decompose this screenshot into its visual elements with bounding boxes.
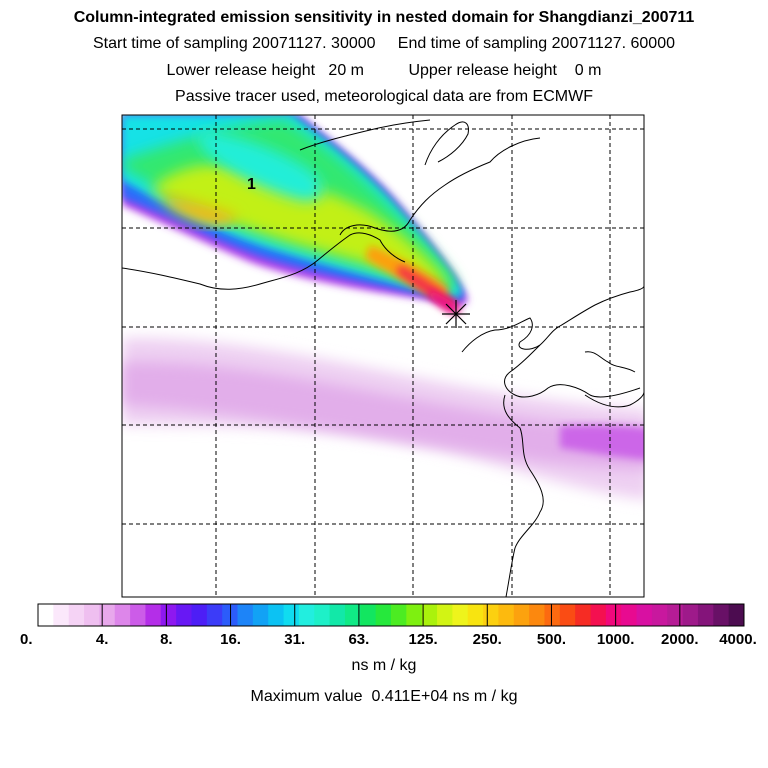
colorbar-cell: [498, 604, 515, 626]
colorbar-cell: [84, 604, 100, 626]
colorbar-tick-label: 2000.: [661, 631, 699, 648]
colorbar-tick-label: 63.: [348, 631, 369, 648]
coastlines: [122, 119, 644, 597]
colorbar-cell: [53, 604, 70, 626]
colorbar-cell: [114, 604, 131, 626]
colorbar-cell: [360, 604, 377, 626]
colorbar-cells: [38, 604, 745, 626]
colorbar-cell: [176, 604, 192, 626]
colorbar-cell: [206, 604, 223, 626]
release-height-line: Lower release height 20 m Upper release …: [166, 62, 602, 79]
sampling-time-line: Start time of sampling 20071127. 30000 E…: [92, 35, 675, 52]
colorbar-cell: [467, 604, 484, 626]
colorbar-tick-labels: 0. 4. 8. 16. 31. 63. 125. 250. 500. 1000. 2000. 400…: [20, 604, 757, 648]
colorbar-cell: [651, 604, 668, 626]
colorbar-cell: [682, 604, 699, 626]
chart-title: Column-integrated emission sensitivity i…: [73, 9, 695, 26]
colorbar-tick-label: 250.: [473, 631, 502, 648]
contour-label: 1: [247, 176, 256, 193]
plume-orange-west: [160, 195, 236, 226]
colorbar-cell: [590, 604, 607, 626]
colorbar-frame: [37, 603, 745, 627]
colorbar-cell: [68, 604, 85, 626]
colorbar-cell: [145, 604, 162, 626]
plume-magenta-core: [428, 290, 461, 315]
colorbar-cell: [697, 604, 714, 626]
plume-cyan-core: [198, 130, 323, 201]
colorbar-cell: [314, 604, 331, 626]
colorbar-cell: [99, 604, 116, 626]
map-gridlines: [122, 115, 644, 597]
colorbar-cell: [130, 604, 146, 626]
colorbar-cell: [391, 604, 407, 626]
colorbar-cell: [329, 604, 346, 626]
colorbar-cell: [421, 604, 438, 626]
colorbar-tick-label: 4.: [96, 631, 109, 648]
receptor-star-marker: [442, 300, 470, 328]
low-sensitivity-core: [122, 361, 644, 470]
colorbar-cell: [298, 604, 315, 626]
colorbar-units: ns m / kg: [351, 657, 417, 674]
colorbar-cell: [191, 604, 208, 626]
colorbar-cell: [559, 604, 576, 626]
colorbar-tick-label: 1000.: [597, 631, 635, 648]
colorbar-cell: [344, 604, 361, 626]
map-frame: [121, 114, 645, 598]
colorbar-cell: [452, 604, 469, 626]
colorbar-cell: [406, 604, 423, 626]
colorbar-cell: [237, 604, 254, 626]
colorbar-cell: [437, 604, 453, 626]
colorbar-tick-label: 0.: [20, 631, 33, 648]
colorbar-cell: [529, 604, 545, 626]
colorbar-tick-label: 16.: [220, 631, 241, 648]
colorbar-cell: [621, 604, 638, 626]
colorbar-tick-label: 31.: [284, 631, 305, 648]
maximum-value-text: Maximum value 0.411E+04 ns m / kg: [250, 688, 518, 705]
colorbar-cell: [375, 604, 392, 626]
colorbar-cell: [575, 604, 592, 626]
colorbar-tick-label: 125.: [408, 631, 437, 648]
colorbar-cell: [636, 604, 653, 626]
tracer-info-line: Passive tracer used, meteorological data…: [175, 88, 593, 105]
sensitivity-field: [122, 115, 644, 597]
colorbar-tick-label: 500.: [537, 631, 566, 648]
colorbar-cell: [160, 604, 177, 626]
colorbar-cell: [605, 604, 622, 626]
colorbar-cell: [283, 604, 300, 626]
colorbar-cell: [544, 604, 561, 626]
colorbar-cell: [38, 604, 54, 626]
colorbar-cell: [713, 604, 730, 626]
colorbar-tick-label: 4000.: [719, 631, 757, 648]
colorbar-cell: [667, 604, 684, 626]
colorbar-cell: [513, 604, 530, 626]
colorbar-cell: [728, 604, 745, 626]
colorbar-cell: [252, 604, 269, 626]
purple-patch-east: [560, 425, 644, 460]
colorbar-cell: [483, 604, 499, 626]
colorbar-cell: [268, 604, 285, 626]
colorbar-tick-label: 8.: [160, 631, 173, 648]
